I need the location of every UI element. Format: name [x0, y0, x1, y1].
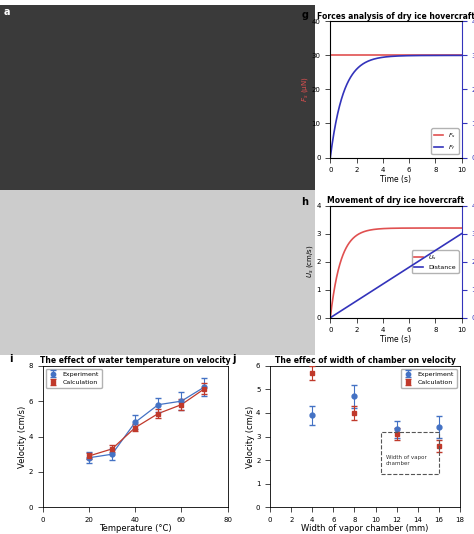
Text: Width of vapor
chamber: Width of vapor chamber	[386, 455, 427, 466]
Title: The effect of water temperature on velocity: The effect of water temperature on veloc…	[40, 356, 230, 365]
Legend: $U_s$, Distance: $U_s$, Distance	[411, 250, 458, 273]
Y-axis label: $U_s$ (cm/s): $U_s$ (cm/s)	[305, 245, 315, 279]
X-axis label: Temperature (°C): Temperature (°C)	[99, 524, 172, 533]
X-axis label: Time (s): Time (s)	[381, 175, 411, 184]
Text: j: j	[232, 355, 236, 365]
Title: Movement of dry ice hovercraft: Movement of dry ice hovercraft	[328, 196, 465, 205]
X-axis label: Time (s): Time (s)	[381, 335, 411, 344]
Title: Forces analysis of dry ice hovercraft: Forces analysis of dry ice hovercraft	[317, 12, 474, 21]
Legend: Experiment, Calculation: Experiment, Calculation	[46, 369, 101, 388]
Text: h: h	[301, 197, 309, 207]
Title: The effec of width of chamber on velocity: The effec of width of chamber on velocit…	[274, 356, 456, 365]
Y-axis label: $F_s$ (μN): $F_s$ (μN)	[300, 77, 310, 102]
Text: i: i	[9, 355, 13, 365]
Y-axis label: Velocity (cm/s): Velocity (cm/s)	[18, 405, 27, 468]
Legend: $F_s$, $F_f$: $F_s$, $F_f$	[431, 129, 458, 154]
Legend: Experiment, Calculation: Experiment, Calculation	[401, 369, 456, 388]
Y-axis label: Velocity (cm/s): Velocity (cm/s)	[246, 405, 255, 468]
Text: a: a	[3, 7, 9, 17]
Text: g: g	[301, 11, 309, 20]
X-axis label: Width of vapor chamber (mm): Width of vapor chamber (mm)	[301, 524, 428, 533]
